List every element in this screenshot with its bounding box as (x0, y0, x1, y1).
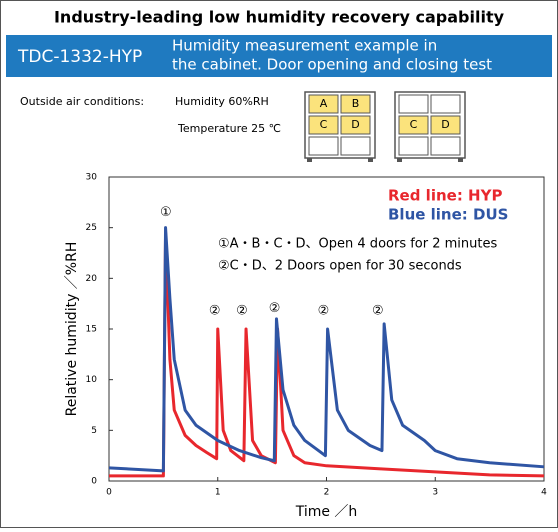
cabinet-door (399, 137, 428, 155)
x-axis-label: Time ／h (295, 504, 358, 520)
conditions-label: Outside air conditions: (20, 95, 144, 108)
y-tick-label: 25 (86, 223, 97, 233)
annotation: ② (209, 303, 221, 318)
cabinet-door (341, 137, 370, 155)
cabinet-door (309, 137, 338, 155)
note: ②C・D、2 Doors open for 30 seconds (218, 259, 462, 274)
annotation: ② (269, 301, 281, 316)
title: Industry-leading low humidity recovery c… (54, 8, 505, 27)
y-tick-label: 15 (86, 325, 97, 335)
cabinet-door (399, 95, 428, 113)
door-label: A (320, 97, 328, 110)
cabinet-foot (458, 158, 463, 162)
description-line: the cabinet. Door opening and closing te… (172, 56, 492, 74)
model: TDC-1332-HYP (17, 47, 142, 67)
door-label: D (441, 118, 449, 131)
x-tick-label: 1 (215, 488, 221, 498)
door-label: C (410, 118, 418, 131)
y-axis-label: Relative humidity ／%RH (64, 242, 80, 417)
annotation: ① (160, 205, 172, 220)
cabinet-door (431, 137, 460, 155)
cabinet-door (431, 95, 460, 113)
annotation: ② (372, 303, 384, 318)
cabinet-foot (397, 158, 402, 162)
y-tick-label: 5 (91, 426, 97, 436)
y-tick-label: 20 (86, 274, 98, 284)
humidity: Humidity 60%RH (175, 95, 269, 108)
y-tick-label: 30 (86, 173, 98, 183)
x-tick-label: 0 (106, 488, 112, 498)
cabinet-foot (368, 158, 373, 162)
description-line: Humidity measurement example in (172, 37, 437, 55)
x-tick-label: 4 (541, 488, 547, 498)
temperature: Temperature 25 ℃ (177, 122, 281, 135)
page: Industry-leading low humidity recovery c… (0, 0, 558, 528)
annotation: ② (236, 303, 248, 318)
annotation: ② (318, 303, 330, 318)
cabinet-foot (307, 158, 312, 162)
door-label: D (351, 118, 359, 131)
x-tick-label: 3 (432, 488, 438, 498)
door-label: B (352, 97, 360, 110)
y-tick-label: 10 (86, 375, 98, 385)
legend-text: Red line: HYP (388, 187, 502, 205)
door-label: C (320, 118, 328, 131)
y-tick-label: 0 (91, 477, 97, 487)
note: ①A・B・C・D、Open 4 doors for 2 minutes (218, 237, 497, 252)
x-tick-label: 2 (324, 488, 330, 498)
legend-text: Blue line: DUS (388, 206, 508, 224)
